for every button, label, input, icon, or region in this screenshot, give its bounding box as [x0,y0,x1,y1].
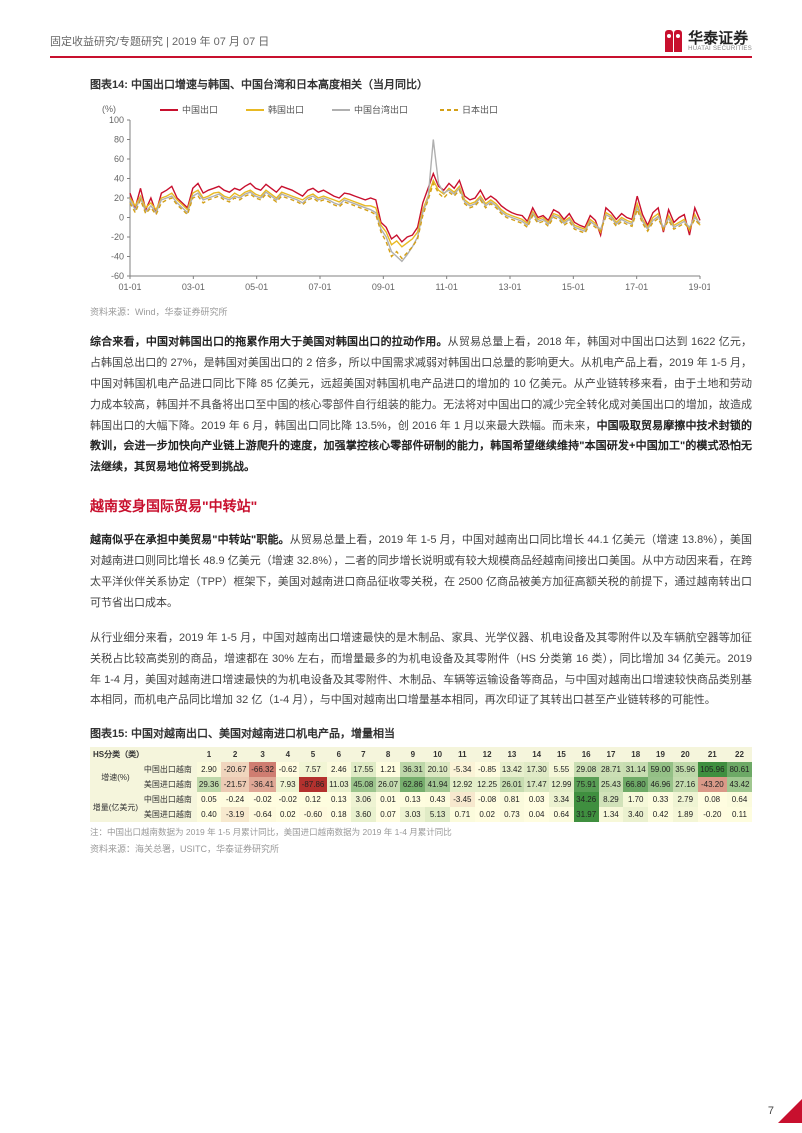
section-heading-vietnam: 越南变身国际贸易"中转站" [90,496,752,516]
svg-text:09-01: 09-01 [372,282,395,292]
svg-text:01-01: 01-01 [118,282,141,292]
svg-text:05-01: 05-01 [245,282,268,292]
svg-text:韩国出口: 韩国出口 [268,104,304,115]
chart14-source: 资料来源：Wind，华泰证券研究所 [90,305,752,318]
chart15-source: 资料来源：海关总署，USITC，华泰证券研究所 [90,842,752,855]
logo-en: HUATAI SECURITIES [688,46,752,52]
svg-text:19-01: 19-01 [688,282,710,292]
svg-text:-60: -60 [111,271,124,281]
svg-text:100: 100 [109,115,124,125]
chart15-title: 图表15: 中国对越南出口、美国对越南进口机电产品，增量相当 [90,725,752,741]
svg-text:(%): (%) [102,104,116,114]
svg-text:03-01: 03-01 [182,282,205,292]
chart14: (%) -60 -40 -20 0 20 40 60 80 100 01-01 03-01 05-01 0… [90,98,752,301]
svg-text:-40: -40 [111,252,124,262]
paragraph-3: 从行业细分来看，2019 年 1-5 月，中国对越南出口增速最快的是木制品、家具… [90,628,752,712]
svg-text:0: 0 [119,213,124,223]
svg-text:07-01: 07-01 [308,282,331,292]
chart15-note: 注：中国出口越南数据为 2019 年 1-5 月累计同比，美国进口越南数据为 2… [90,826,752,838]
svg-text:20: 20 [114,193,124,203]
company-logo: 华泰证券 HUATAI SECURITIES [665,30,752,52]
chart14-svg: (%) -60 -40 -20 0 20 40 60 80 100 01-01 03-01 05-01 0… [90,98,710,298]
svg-text:15-01: 15-01 [562,282,585,292]
svg-text:80: 80 [114,135,124,145]
breadcrumb: 固定收益研究/专题研究 | 2019 年 07 月 07 日 [50,33,269,49]
svg-text:40: 40 [114,174,124,184]
page-header: 固定收益研究/专题研究 | 2019 年 07 月 07 日 华泰证券 HUAT… [50,30,752,58]
paragraph-2: 越南似乎在承担中美贸易"中转站"职能。从贸易总量上看，2019 年 1-5 月，… [90,530,752,614]
chart14-title: 图表14: 中国出口增速与韩国、中国台湾和日本高度相关（当月同比） [90,76,752,92]
svg-text:60: 60 [114,154,124,164]
page-number: 7 [768,1105,774,1117]
svg-text:中国台湾出口: 中国台湾出口 [354,104,408,115]
para1-lead: 综合来看，中国对韩国出口的拖累作用大于美国对韩国出口的拉动作用。 [90,336,448,348]
chart15-table: HS分类（类）123456789101112131415161718192021… [90,747,752,822]
svg-text:日本出口: 日本出口 [462,104,498,115]
svg-text:13-01: 13-01 [498,282,521,292]
page-footer: 7 [762,1099,802,1123]
para2-lead: 越南似乎在承担中美贸易"中转站"职能。 [90,534,290,546]
svg-text:中国出口: 中国出口 [182,104,218,115]
svg-text:11-01: 11-01 [435,282,457,292]
logo-cn: 华泰证券 [688,31,752,46]
para1-body1: 从贸易总量上看，2018 年，韩国对中国出口达到 1622 亿元，占韩国总出口的… [90,336,752,432]
svg-text:-20: -20 [111,232,124,242]
paragraph-1: 综合来看，中国对韩国出口的拖累作用大于美国对韩国出口的拉动作用。从贸易总量上看，… [90,332,752,478]
logo-icon [665,30,682,52]
svg-text:17-01: 17-01 [625,282,648,292]
